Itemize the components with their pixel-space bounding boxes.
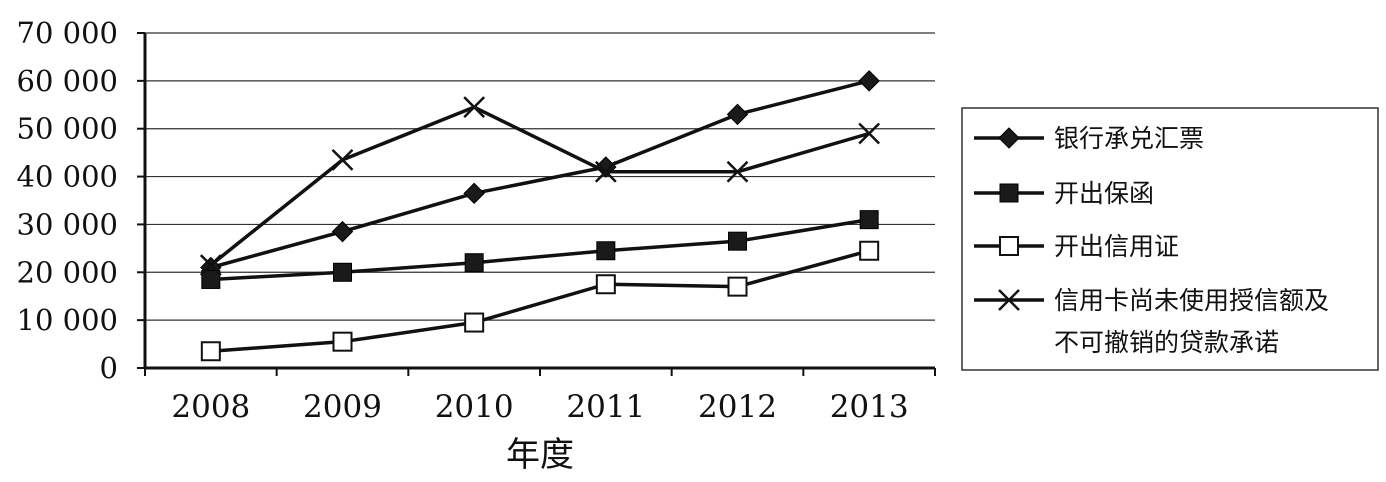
data-point-square-open bbox=[464, 312, 485, 333]
y-tick-label: 20 000 bbox=[17, 255, 118, 289]
y-tick-label: 70 000 bbox=[17, 16, 118, 50]
y-axis-tick-labels: 0 10 000 20 000 30 000 40 000 50 000 60 000 70 … bbox=[17, 16, 118, 385]
data-point-square-filled bbox=[728, 231, 747, 251]
data-point-diamond bbox=[463, 182, 485, 205]
legend-box bbox=[961, 107, 1379, 371]
gridlines bbox=[145, 32, 935, 321]
data-point-diamond bbox=[858, 70, 880, 92]
series-line bbox=[210, 79, 870, 270]
series-lines bbox=[199, 70, 881, 362]
y-tick-label: 10 000 bbox=[17, 303, 118, 337]
legend-label: 信用卡尚未使用授信额及 bbox=[1054, 286, 1329, 315]
legend-label: 开出保函 bbox=[1054, 179, 1154, 208]
y-tick-label: 0 bbox=[100, 351, 118, 385]
legend-label: 银行承兑汇票 bbox=[1054, 124, 1204, 153]
legend-item-1: 银行承兑汇票 bbox=[974, 124, 1204, 153]
x-marker-stroke bbox=[594, 160, 617, 183]
data-point-x bbox=[594, 160, 617, 183]
data-point-square-filled bbox=[333, 262, 352, 282]
x-marker-stroke bbox=[858, 122, 881, 145]
legend-item-3: 开出信用证 bbox=[974, 232, 1179, 261]
data-point-x bbox=[463, 96, 486, 119]
x-marker-stroke bbox=[463, 96, 486, 119]
data-point-x bbox=[726, 160, 749, 183]
series-2 bbox=[201, 210, 879, 289]
y-tick-label: 30 000 bbox=[17, 207, 118, 241]
data-point-square-open bbox=[859, 240, 880, 261]
legend-item-2: 开出保函 bbox=[974, 179, 1154, 208]
x-axis-tick-labels: 2008 2009 2010 2011 2012 2013 bbox=[171, 389, 908, 425]
data-point-x bbox=[199, 254, 222, 276]
y-tick-label: 60 000 bbox=[17, 64, 118, 98]
series-line bbox=[210, 249, 870, 353]
series-line bbox=[210, 217, 870, 282]
data-point-x bbox=[331, 148, 354, 171]
x-tick-label: 2013 bbox=[830, 389, 909, 425]
data-point-square-filled bbox=[201, 269, 221, 289]
data-point-square-filled bbox=[859, 210, 879, 230]
x-marker-stroke bbox=[998, 289, 1020, 311]
data-point-diamond bbox=[726, 103, 749, 126]
data-point-square-open bbox=[727, 276, 748, 297]
data-point-square-filled bbox=[596, 241, 616, 261]
x-tick-label: 2009 bbox=[303, 389, 382, 425]
x-tick-label: 2010 bbox=[435, 389, 514, 425]
y-tick-label: 50 000 bbox=[17, 112, 118, 146]
data-point-x bbox=[998, 289, 1020, 311]
data-point-square-open bbox=[200, 341, 221, 362]
legend-label: 开出信用证 bbox=[1054, 232, 1179, 261]
x-axis-title: 年度 bbox=[506, 435, 574, 475]
y-tick-label: 40 000 bbox=[17, 160, 118, 194]
x-tick-label: 2011 bbox=[566, 389, 645, 425]
series-line bbox=[209, 105, 870, 267]
data-point-square-open bbox=[332, 331, 353, 352]
data-point-square-open bbox=[999, 236, 1019, 256]
x-tick-label: 2012 bbox=[698, 389, 777, 425]
x-marker-stroke bbox=[726, 160, 749, 183]
axes bbox=[137, 32, 936, 376]
series-1 bbox=[200, 70, 880, 279]
data-point-square-open bbox=[595, 274, 616, 295]
legend-label: 不可撤销的贷款承诺 bbox=[1054, 328, 1279, 357]
data-point-square-filled bbox=[464, 253, 484, 273]
series-3 bbox=[200, 240, 880, 362]
data-point-square-filled bbox=[999, 183, 1019, 203]
x-tick-label: 2008 bbox=[171, 389, 250, 425]
x-marker-stroke bbox=[199, 254, 222, 276]
x-marker-stroke bbox=[331, 148, 354, 171]
data-point-diamond bbox=[998, 127, 1020, 149]
data-point-diamond bbox=[331, 220, 354, 243]
series-4 bbox=[199, 96, 881, 276]
data-point-x bbox=[858, 122, 881, 145]
